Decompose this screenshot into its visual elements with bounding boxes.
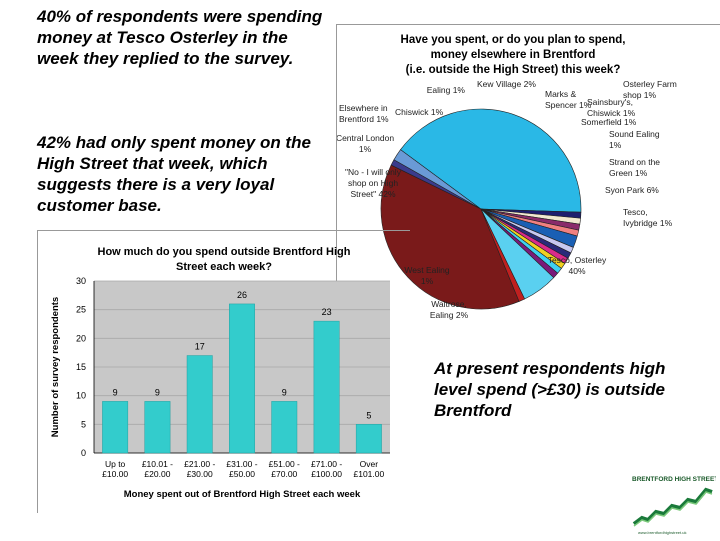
y-axis-label: Number of survey respondents: [50, 297, 61, 437]
bar-chart-panel: How much do you spend outside Brentford …: [37, 230, 410, 513]
bar: [229, 303, 255, 454]
x-tick-label: £100.00: [311, 469, 342, 479]
bar-title-line: Street each week?: [176, 261, 272, 273]
pie-slice-label: Green 1%: [609, 168, 648, 178]
pie-slice-label: Somerfield 1%: [581, 117, 637, 127]
bar-value-label: 5: [366, 410, 371, 420]
pie-slice-label: Brentford 1%: [339, 114, 389, 124]
bar: [102, 401, 129, 454]
pie-slice-label: shop on High: [348, 178, 398, 188]
bar: [144, 401, 171, 454]
brentford-logo: BRENTFORD HIGH STREET www.brentfordhighs…: [628, 468, 718, 536]
y-tick-label: 30: [76, 276, 86, 286]
bar-title-line: How much do you spend outside Brentford …: [98, 246, 351, 258]
bar-chart: How much do you spend outside Brentford …: [50, 246, 390, 500]
x-tick-label: £30.00: [187, 469, 213, 479]
bar-value-label: 9: [113, 387, 118, 397]
pie-chart-panel: Have you spent, or do you plan to spend,…: [336, 24, 720, 351]
pie-slice-label: Osterley Farm: [623, 79, 677, 89]
pie-slice-label: "No - I will only: [345, 167, 402, 177]
y-tick-label: 5: [81, 419, 86, 429]
x-tick-label: £20.00: [144, 469, 170, 479]
pie-slice-label: 40%: [568, 266, 585, 276]
pie-slice-label: Strand on the: [609, 157, 660, 167]
pie-slice-label: 1%: [421, 276, 434, 286]
pie-slice-label: Syon Park 6%: [605, 185, 659, 195]
x-tick-label: Over: [360, 459, 379, 469]
pie-slice-label: Street" 42%: [350, 189, 396, 199]
pie-slice-label: Central London: [337, 133, 394, 143]
pie-slice-label: Spencer 1%: [545, 100, 592, 110]
x-tick-label: £70.00: [271, 469, 297, 479]
pie-slice-label: Ivybridge 1%: [623, 218, 673, 228]
pie-slice: [400, 108, 582, 213]
bar: [313, 320, 340, 454]
bar: [271, 401, 298, 454]
pie-slice-label: Waitrose,: [431, 299, 467, 309]
y-tick-label: 0: [81, 448, 86, 458]
pie-slice-label: Tesco, Osterley: [548, 255, 607, 265]
pie-slice-label: Ealing 1%: [427, 85, 466, 95]
x-tick-label: £10.00: [102, 469, 128, 479]
pie-slice-label: Sainsbury's,: [587, 97, 633, 107]
bar-value-label: 17: [195, 342, 205, 352]
pie-slice-label: West Ealing: [404, 265, 449, 275]
pie-slice-label: Sound Ealing: [609, 129, 660, 139]
x-tick-label: £51.00 -: [269, 459, 300, 469]
y-tick-label: 20: [76, 333, 86, 343]
logo-url: www.brentfordhighstreet.uk: [638, 530, 686, 535]
pie-slice-label: 1%: [359, 144, 372, 154]
pie-slice-label: Ealing 2%: [430, 310, 469, 320]
x-tick-label: £21.00 -: [184, 459, 215, 469]
x-tick-label: Up to: [105, 459, 126, 469]
bar-value-label: 23: [322, 307, 332, 317]
bar: [186, 355, 213, 454]
x-axis-label: Money spent out of Brentford High Street…: [124, 489, 361, 500]
x-tick-label: £50.00: [229, 469, 255, 479]
bar-value-label: 9: [155, 387, 160, 397]
pie-slice-label: Marks &: [545, 89, 577, 99]
pie-chart: Have you spent, or do you plan to spend,…: [336, 34, 677, 320]
y-tick-label: 25: [76, 305, 86, 315]
pie-slice: [480, 208, 526, 302]
logo-text: BRENTFORD HIGH STREET: [632, 476, 716, 483]
pie-slice-label: 1%: [609, 140, 622, 150]
conclusion-text: At present respondents high level spend …: [434, 359, 666, 420]
bar-value-label: 9: [282, 387, 287, 397]
x-tick-label: £71.00 -: [311, 459, 342, 469]
bar: [355, 424, 382, 454]
y-tick-label: 15: [76, 362, 86, 372]
x-tick-label: £10.01 -: [142, 459, 173, 469]
intro-text-tesco: 40% of respondents were spending money a…: [37, 7, 323, 68]
x-tick-label: £101.00: [353, 469, 384, 479]
bar-value-label: 26: [237, 290, 247, 300]
pie-title-line: Have you spent, or do you plan to spend,: [401, 34, 626, 46]
pie-slice-label: Tesco,: [623, 207, 648, 217]
pie-slice-label: shop 1%: [623, 90, 657, 100]
pie-slice-label: Chiswick 1%: [587, 108, 636, 118]
pie-slice-label: Chiswick 1%: [395, 107, 444, 117]
pie-title-line: (i.e. outside the High Street) this week…: [406, 64, 621, 76]
pie-slice-label: Kew Village 2%: [477, 79, 536, 89]
x-tick-label: £31.00 -: [226, 459, 257, 469]
intro-text-high-street: 42% had only spent money on the High Str…: [37, 133, 311, 215]
brentford-logo-image: BRENTFORD HIGH STREET www.brentfordhighs…: [628, 468, 718, 536]
pie-title-line: money elsewhere in Brentford: [431, 49, 596, 61]
pie-slice: [380, 164, 520, 310]
pie-slice-label: Elsewhere in: [339, 103, 388, 113]
y-tick-label: 10: [76, 391, 86, 401]
